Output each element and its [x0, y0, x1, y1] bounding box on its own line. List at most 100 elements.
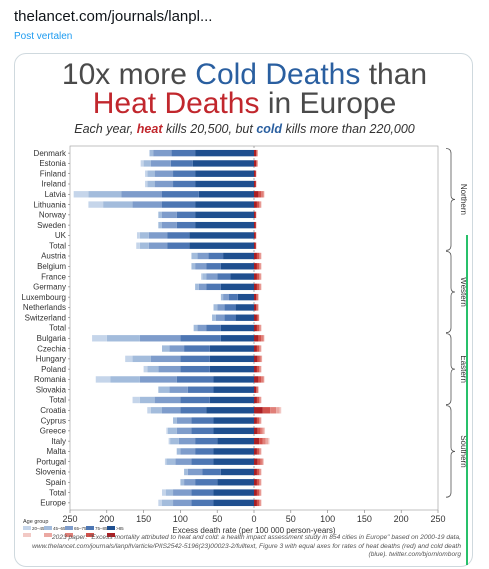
row-label: Norway [39, 211, 66, 220]
cold-bar-segment [171, 149, 196, 157]
row-label: Romania [34, 375, 67, 384]
heat-bar-segment [254, 376, 259, 383]
cold-bar-segment [220, 335, 254, 342]
row-label: Denmark [34, 149, 67, 158]
heat-bar-segment [265, 437, 268, 445]
heat-bar-segment [256, 149, 258, 157]
cold-bar-segment [125, 355, 133, 363]
cold-bar-segment [139, 335, 181, 342]
cold-bar-segment [121, 191, 162, 198]
cold-bar-segment [223, 252, 254, 260]
cold-bar-segment [139, 242, 149, 249]
row-label: Croatia [40, 406, 66, 415]
heat-bar-segment [256, 149, 257, 157]
cold-bar-segment [176, 221, 196, 229]
heat-bar-segment [254, 448, 257, 455]
cold-bar-segment [202, 273, 207, 280]
heat-bar-segment [261, 191, 264, 198]
heat-bar-segment [261, 355, 263, 363]
cold-bar-segment [148, 242, 168, 249]
heat-bar-segment [254, 211, 256, 219]
region-label: Western [459, 277, 468, 307]
cold-bar-segment [228, 293, 238, 301]
cold-bar-segment [209, 345, 254, 352]
heat-bar-segment [260, 252, 262, 260]
heat-bar-segment [254, 365, 257, 373]
cold-bar-segment [162, 211, 177, 219]
heat-bar-segment [260, 283, 262, 291]
row-label: Hungary [36, 355, 66, 364]
cold-bar-segment [184, 479, 196, 486]
cold-bar-segment [213, 417, 254, 424]
cold-bar-segment [217, 437, 254, 445]
scrollbar[interactable] [466, 235, 468, 565]
row-label: Luxembourg [22, 293, 66, 302]
cold-bar-segment [158, 365, 181, 373]
cold-bar-segment [173, 180, 196, 188]
row-label: Ireland [42, 180, 66, 189]
heat-bar-segment [256, 201, 260, 208]
heat-bar-segment [254, 293, 257, 301]
heat-bar-segment [255, 180, 257, 188]
cold-bar-segment [158, 221, 162, 229]
cold-bar-segment [208, 252, 224, 260]
heat-bar-segment [254, 479, 257, 486]
heat-bar-segment [254, 283, 257, 291]
cold-bar-segment [173, 170, 196, 177]
heat-bar-segment [256, 479, 260, 486]
heat-bar-segment [256, 448, 260, 455]
cold-bar-segment [195, 221, 254, 229]
x-axis-label: Excess death rate (per 100 000 person-ye… [172, 526, 336, 535]
link-url[interactable]: thelancet.com/journals/lanpl... [14, 8, 213, 25]
heat-bar-segment [254, 468, 257, 476]
cold-bar-segment [191, 263, 196, 270]
heat-bar-segment [256, 160, 257, 167]
cold-bar-segment [217, 273, 231, 280]
cold-bar-segment [198, 191, 254, 198]
cold-bar-segment [195, 149, 254, 157]
cold-bar-segment [187, 468, 203, 476]
cold-bar-segment [162, 407, 181, 414]
heat-bar-segment [260, 458, 263, 465]
legend-heat-swatch [23, 533, 31, 537]
legend-heat-swatch [107, 533, 115, 537]
region-brace [445, 405, 456, 498]
heat-bar-segment [257, 427, 261, 435]
heat-bar-segment [254, 314, 257, 321]
cold-bar-segment [162, 489, 166, 496]
cold-bar-segment [180, 335, 221, 342]
cold-bar-segment [106, 335, 140, 342]
heat-bar-segment [264, 427, 266, 435]
heat-bar-segment [256, 273, 260, 280]
heat-bar-segment [256, 468, 260, 476]
cold-bar-segment [164, 458, 167, 465]
heat-bar-segment [262, 437, 266, 445]
region-label: Eastern [459, 355, 468, 383]
heat-bar-segment [254, 386, 257, 393]
legend-heat-swatch [44, 533, 52, 537]
row-label: Italy [51, 437, 66, 446]
cold-bar-segment [173, 489, 192, 496]
cold-bar-segment [153, 149, 172, 157]
cold-bar-segment [220, 468, 254, 476]
heat-bar-segment [256, 160, 258, 167]
translate-post-link[interactable]: Post vertalen [14, 31, 73, 42]
subtitle-cold: cold [256, 122, 283, 136]
heat-bar-segment [255, 170, 257, 177]
cold-bar-segment [201, 273, 203, 280]
image-card[interactable]: 10x more Cold Deaths than Heat Deaths in… [14, 53, 473, 567]
heat-bar-segment [263, 335, 265, 342]
cold-bar-segment [191, 458, 214, 465]
legend-cold-swatch [65, 526, 73, 530]
heat-bar-segment [259, 448, 261, 455]
heat-bar-segment [254, 304, 257, 311]
legend-title: Age group [23, 519, 48, 525]
cold-bar-segment [198, 283, 207, 291]
cold-bar-segment [169, 345, 185, 352]
heat-bar-segment [262, 427, 265, 435]
subtitle-mid: kills 20,500, but [162, 122, 257, 136]
cold-bar-segment [150, 407, 162, 414]
cold-bar-segment [213, 376, 254, 383]
heat-bar-segment [259, 252, 261, 260]
